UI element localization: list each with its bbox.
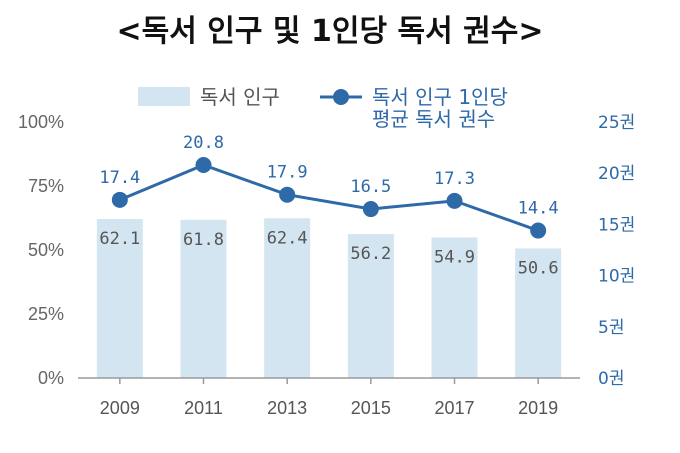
y-right-axis: 0권 5권 10권 15권 20권 25권 — [598, 113, 635, 389]
line-point — [446, 192, 463, 209]
line-value-label: 17.4 — [99, 168, 140, 188]
bar — [96, 219, 143, 378]
line-value-label: 16.5 — [350, 177, 391, 197]
y-left-tick-label: 75% — [28, 176, 64, 196]
bar-value-label: 54.9 — [434, 247, 475, 267]
y-right-tick-label: 5권 — [598, 318, 624, 338]
y-right-tick-label: 20권 — [598, 164, 635, 184]
legend: 독서 인구 독서 인구 1인당 평균 독서 권수 — [138, 85, 508, 131]
line-point — [279, 186, 296, 203]
y-right-tick-label: 15권 — [598, 215, 635, 235]
bar-value-label: 62.1 — [99, 229, 140, 249]
y-left-tick-label: 25% — [28, 304, 64, 324]
bar-value-label: 62.4 — [267, 228, 308, 248]
y-left-tick-label: 100% — [18, 112, 64, 132]
x-axis: 2009 2011 2013 2015 2017 2019 — [78, 377, 580, 418]
y-left-axis: 0% 25% 50% 75% 100% — [18, 112, 64, 388]
y-left-tick-label: 50% — [28, 240, 64, 260]
line-point — [111, 191, 128, 208]
line-value-label: 17.3 — [434, 169, 475, 189]
line-value-label: 14.4 — [518, 199, 559, 219]
bar — [515, 248, 562, 378]
x-tick-label: 2009 — [100, 398, 140, 418]
x-tick-label: 2011 — [184, 398, 223, 418]
y-left-tick-label: 0% — [38, 368, 64, 388]
chart-title: <독서 인구 및 1인당 독서 권수> — [117, 14, 544, 49]
legend-line-label-2: 평균 독서 권수 — [372, 107, 495, 131]
bar — [180, 219, 227, 378]
line-series: 17.4 20.8 17.9 16.5 17.3 14.4 — [99, 133, 559, 239]
legend-bar-swatch — [138, 87, 190, 106]
legend-bar-label: 독서 인구 — [200, 85, 280, 109]
y-right-tick-label: 10권 — [598, 267, 635, 287]
y-right-tick-label: 0권 — [598, 369, 624, 389]
bar — [431, 237, 478, 378]
line-value-label: 17.9 — [267, 163, 308, 183]
line-point — [195, 157, 212, 174]
legend-line-label-1: 독서 인구 1인당 — [372, 85, 508, 109]
x-tick-label: 2017 — [434, 398, 474, 418]
line-value-label: 20.8 — [183, 133, 224, 153]
legend-line-marker — [333, 89, 349, 105]
x-tick-label: 2013 — [267, 398, 307, 418]
y-right-tick-label: 25권 — [598, 113, 635, 133]
bars: 62.1 61.8 62.4 56.2 54.9 50.6 — [96, 218, 562, 378]
bar — [264, 218, 311, 378]
line-point — [362, 201, 379, 218]
bar-value-label: 56.2 — [350, 244, 391, 264]
bar — [347, 234, 394, 378]
bar-value-label: 61.8 — [183, 230, 224, 250]
series-line — [119, 163, 539, 232]
x-tick-label: 2015 — [351, 398, 391, 418]
bar-value-label: 50.6 — [518, 258, 559, 278]
x-tick-label: 2019 — [518, 398, 558, 418]
line-point — [530, 222, 547, 239]
